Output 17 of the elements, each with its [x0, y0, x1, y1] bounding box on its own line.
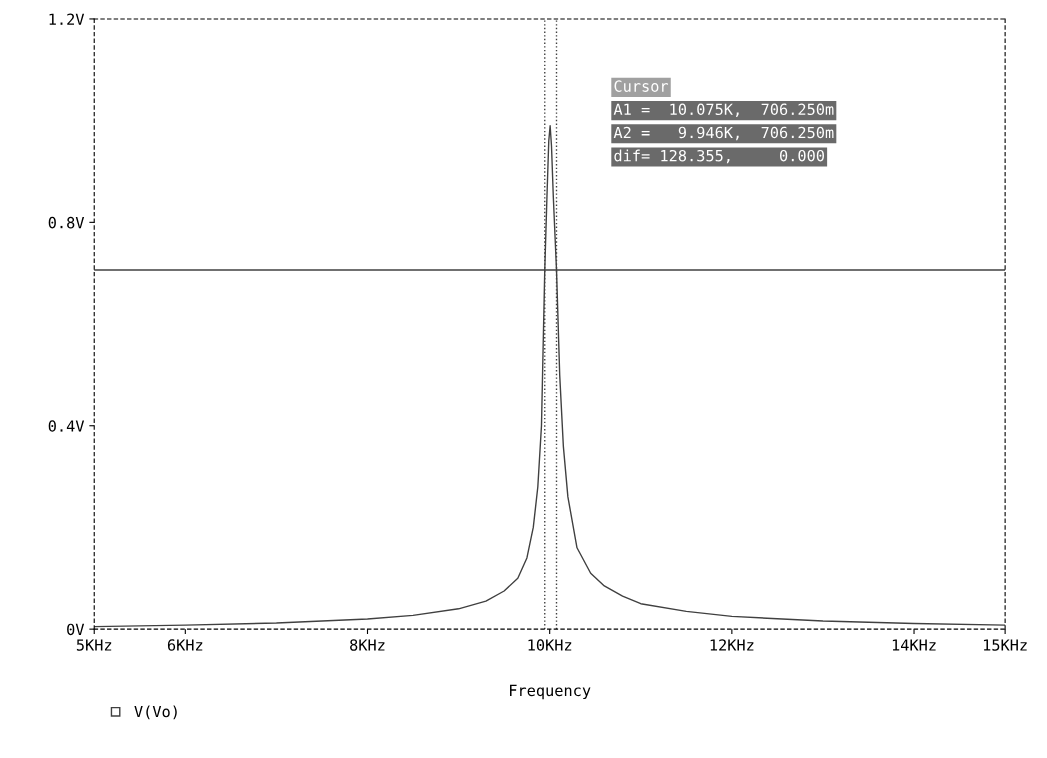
- x-tick-label: 8KHz: [350, 639, 385, 651]
- annotation: A1 = 10.075K, 706.250m: [613, 103, 834, 117]
- x-tick-label: 6KHz: [167, 639, 203, 651]
- x-tick-label: 14KHz: [892, 639, 936, 651]
- annotation: dif= 128.355, 0.000: [614, 149, 824, 164]
- y-tick-label: 0V: [67, 623, 85, 636]
- annotation: A2 = 9.946K, 706.250m: [613, 126, 834, 141]
- legend-label: V(Vo): [134, 705, 177, 720]
- x-tick-label: 5KHz: [76, 639, 112, 651]
- x-tick-label: 12KHz: [710, 639, 754, 651]
- x-tick-label: 15KHz: [983, 639, 1027, 651]
- y-tick-label: 0.8V: [48, 216, 85, 229]
- y-tick-label: 1.2V: [49, 13, 85, 25]
- annotation: Cursor: [614, 80, 669, 92]
- y-tick-label: 0.4V: [48, 420, 85, 432]
- x-tick-label: 10KHz: [528, 639, 572, 651]
- x-axis-title: Frequency: [510, 684, 591, 700]
